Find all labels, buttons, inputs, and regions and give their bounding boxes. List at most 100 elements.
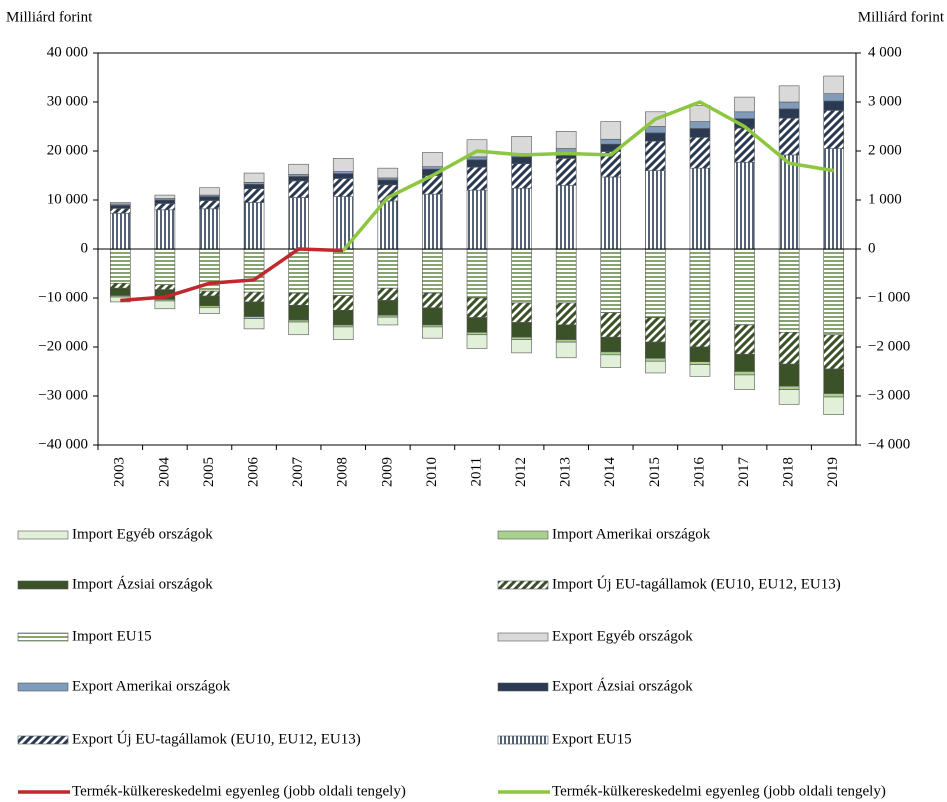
y-tick-label: 0 bbox=[81, 240, 89, 256]
bar-segment bbox=[243, 202, 265, 250]
bar-segment bbox=[466, 248, 488, 299]
bar-segment bbox=[734, 96, 755, 113]
bar-segment bbox=[154, 203, 176, 211]
bar-segment bbox=[332, 248, 354, 296]
legend-swatch bbox=[17, 530, 69, 540]
bar-segment bbox=[689, 346, 711, 362]
bar-segment bbox=[778, 117, 800, 156]
bar-segment bbox=[511, 336, 532, 340]
bar-segment bbox=[555, 131, 577, 149]
bar-segment bbox=[555, 324, 577, 340]
bar-segment bbox=[332, 173, 354, 179]
bar-segment bbox=[823, 396, 845, 415]
bar-segment bbox=[555, 302, 577, 326]
bar-segment bbox=[555, 341, 577, 359]
bar-segment bbox=[734, 161, 755, 250]
bar-segment bbox=[823, 148, 845, 250]
bar-segment bbox=[689, 121, 711, 129]
bar-segment bbox=[199, 307, 220, 314]
bar-segment bbox=[778, 389, 800, 405]
y2-tick-label: 1 000 bbox=[868, 191, 902, 207]
bar-segment bbox=[109, 248, 131, 284]
bar-segment bbox=[511, 322, 532, 338]
bar-segment bbox=[778, 154, 800, 250]
bar-segment bbox=[823, 393, 845, 398]
bar-segment bbox=[645, 140, 666, 171]
bar-segment bbox=[734, 111, 755, 119]
bar-segment bbox=[109, 287, 131, 296]
y-tick-label: 40 000 bbox=[47, 44, 88, 60]
bar-segment bbox=[466, 334, 488, 349]
bar-segment bbox=[555, 248, 577, 304]
bar-segment bbox=[511, 248, 532, 304]
bar-segment bbox=[243, 248, 265, 293]
bar-segment bbox=[823, 75, 845, 94]
bar-segment bbox=[600, 138, 622, 145]
bar-segment bbox=[555, 158, 577, 186]
bar-segment bbox=[466, 156, 488, 161]
legend-label: Export Egyéb országok bbox=[552, 628, 693, 644]
bar-segment bbox=[422, 326, 443, 339]
bar-segment bbox=[154, 300, 176, 310]
legend-label: Import Amerikai országok bbox=[552, 526, 711, 542]
line-series bbox=[120, 247, 344, 303]
bar-segment bbox=[689, 105, 711, 122]
bar-segment bbox=[734, 324, 755, 355]
bar-segment bbox=[199, 196, 220, 201]
bar-segment bbox=[466, 189, 488, 250]
bar-segment bbox=[422, 248, 443, 294]
bar-segment bbox=[689, 167, 711, 250]
bar-segment bbox=[288, 197, 309, 250]
y2-tick-label: −3 000 bbox=[868, 387, 910, 403]
bar-segment bbox=[154, 199, 176, 204]
bar-segment bbox=[243, 188, 265, 203]
bar-segment bbox=[154, 284, 176, 290]
x-tick-label: 2019 bbox=[825, 457, 841, 487]
x-tick-label: 2006 bbox=[245, 457, 261, 488]
bar-segment bbox=[199, 200, 220, 210]
bar-segment bbox=[109, 202, 131, 205]
bar-segment bbox=[645, 317, 666, 343]
x-tick-label: 2013 bbox=[558, 457, 574, 487]
legend-label: Termék-külkereskedelmi egyenleg (jobb ol… bbox=[552, 783, 886, 799]
bar-segment bbox=[377, 179, 399, 186]
bar-segment bbox=[555, 339, 577, 343]
bar-segment bbox=[377, 316, 399, 326]
bar-segment bbox=[600, 351, 622, 356]
legend-swatch bbox=[17, 632, 69, 642]
legend-label: Import Új EU-tagállamok (EU10, EU12, EU1… bbox=[552, 575, 841, 592]
y2-axis-label: Milliárd forint bbox=[858, 9, 945, 25]
x-tick-label: 2012 bbox=[513, 457, 529, 487]
x-tick-label: 2017 bbox=[736, 457, 752, 488]
x-tick-label: 2005 bbox=[201, 457, 217, 487]
bar-segment bbox=[199, 290, 220, 297]
bar-segment bbox=[243, 184, 265, 190]
y2-tick-label: 3 000 bbox=[868, 93, 902, 109]
bar-segment bbox=[109, 212, 131, 250]
bar-segment bbox=[422, 166, 443, 170]
bar-segment bbox=[778, 108, 800, 119]
x-tick-label: 2016 bbox=[691, 457, 707, 488]
bar-segment bbox=[600, 312, 622, 338]
y2-tick-label: −1 000 bbox=[868, 289, 910, 305]
bar-segment bbox=[645, 360, 666, 374]
x-tick-label: 2011 bbox=[468, 457, 484, 486]
y2-tick-label: −2 000 bbox=[868, 338, 910, 354]
bar-segment bbox=[466, 159, 488, 168]
y2-tick-label: 4 000 bbox=[868, 44, 902, 60]
y-axis-label: Milliárd forint bbox=[6, 9, 93, 25]
legend-swatch bbox=[497, 735, 549, 745]
bar-segment bbox=[511, 136, 532, 154]
bar-segment bbox=[332, 326, 354, 340]
bar-segment bbox=[109, 282, 131, 289]
bar-segment bbox=[422, 193, 443, 250]
legend-swatch bbox=[497, 580, 549, 590]
x-tick-label: 2010 bbox=[424, 457, 440, 487]
line-series bbox=[341, 100, 834, 252]
bar-segment bbox=[332, 178, 354, 197]
x-tick-label: 2014 bbox=[602, 457, 618, 488]
bar-segment bbox=[109, 208, 131, 214]
bar-segment bbox=[511, 156, 532, 165]
legend-swatch bbox=[17, 580, 69, 590]
